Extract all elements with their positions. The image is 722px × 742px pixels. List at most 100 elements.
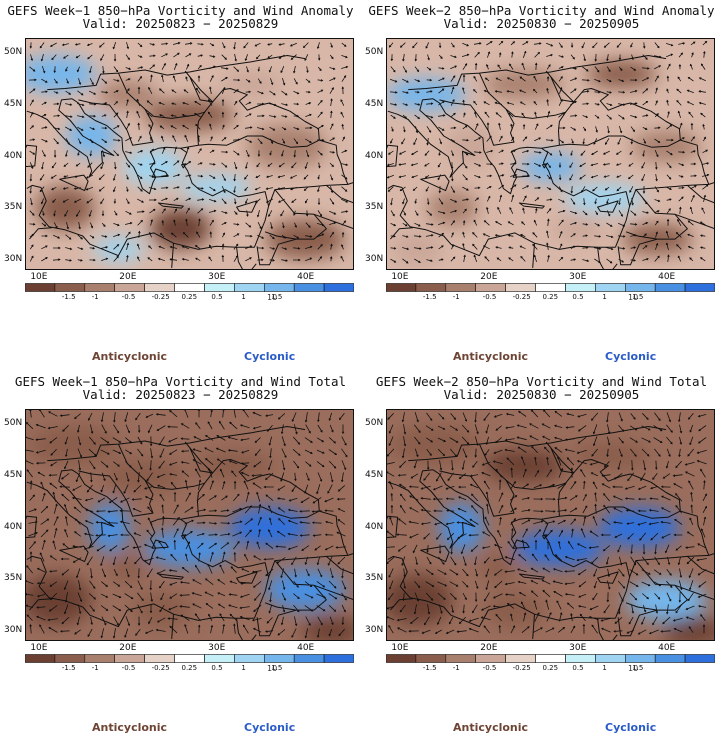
wind-vector <box>291 162 297 169</box>
wind-vector <box>450 220 455 226</box>
wind-vector <box>401 556 406 567</box>
wind-vector <box>41 257 48 262</box>
wind-vector <box>690 150 696 153</box>
vorticity-region <box>97 80 158 109</box>
wind-vector <box>149 136 153 142</box>
wind-vector <box>508 257 514 262</box>
wind-vector <box>148 187 157 191</box>
wind-vector <box>143 543 154 549</box>
wind-vector <box>414 198 417 204</box>
wind-vector <box>618 258 625 263</box>
wind-vector <box>98 174 105 180</box>
wind-vector <box>53 222 58 229</box>
wind-vector <box>291 198 297 203</box>
wind-vector <box>462 593 467 601</box>
wind-vector <box>317 233 325 238</box>
wind-vector <box>438 114 446 117</box>
wind-vector <box>205 578 214 586</box>
wind-vector <box>570 221 578 225</box>
latitude-label: 30N <box>365 624 384 635</box>
wind-vector <box>161 53 168 58</box>
wind-vector <box>423 533 430 540</box>
coastline <box>71 469 181 566</box>
wind-vector <box>618 114 625 120</box>
wind-vector <box>630 556 636 566</box>
wind-vector <box>293 210 296 216</box>
wind-vector <box>169 245 177 249</box>
colorbar-swatch <box>54 654 86 663</box>
wind-vector <box>510 173 518 177</box>
wind-vector <box>474 424 479 435</box>
wind-vector <box>77 150 80 156</box>
wind-vector <box>89 78 94 86</box>
wind-vector <box>245 113 252 118</box>
wind-vector <box>546 208 552 214</box>
wind-vector <box>77 247 84 250</box>
wind-vector <box>579 162 586 167</box>
wind-vector <box>521 174 530 178</box>
wind-vector <box>606 103 613 106</box>
wind-vector <box>511 194 515 203</box>
wind-vector <box>232 507 242 513</box>
wind-vector <box>473 219 478 226</box>
colorbar-tick-label: -0.5 <box>121 293 136 301</box>
wind-vector <box>193 436 202 441</box>
wind-vector <box>327 556 333 566</box>
wind-vector <box>64 503 69 514</box>
wind-vector <box>179 594 190 597</box>
wind-vector <box>595 210 598 216</box>
wind-vector <box>64 592 68 603</box>
wind-vector <box>329 198 335 205</box>
wind-vector <box>125 424 131 434</box>
wind-vector <box>509 206 514 214</box>
wind-vector <box>221 98 225 106</box>
wind-vector <box>462 162 468 169</box>
wind-vector <box>386 605 395 610</box>
wind-vector <box>245 257 252 262</box>
wind-vector <box>113 244 120 250</box>
coastline <box>541 518 631 619</box>
wind-vector <box>221 186 226 194</box>
vorticity-region <box>427 190 478 227</box>
wind-vector <box>174 146 178 154</box>
wind-vector <box>41 539 46 550</box>
wind-vector <box>143 557 154 562</box>
wind-vector <box>293 127 300 131</box>
wind-vector <box>642 211 649 214</box>
wind-vector <box>317 412 320 423</box>
vorticity-region <box>193 450 274 481</box>
wind-vector <box>655 87 658 94</box>
wind-vector <box>229 613 238 622</box>
wind-vector <box>421 629 431 634</box>
wind-vector <box>510 480 516 490</box>
wind-vector <box>650 532 659 541</box>
wind-vector <box>169 473 178 476</box>
wind-vector <box>582 210 588 216</box>
wind-vector <box>137 150 144 153</box>
wind-vector <box>101 91 109 94</box>
wind-vector <box>618 222 626 227</box>
wind-vector <box>510 507 517 513</box>
vector-reference: 10 <box>628 664 639 673</box>
wind-vector <box>124 604 133 613</box>
wind-vector <box>462 186 469 191</box>
wind-vector <box>661 495 671 501</box>
coastline <box>390 227 413 240</box>
wind-vector <box>100 628 104 639</box>
wind-vector <box>316 593 327 599</box>
wind-vector <box>450 162 454 170</box>
wind-vector <box>401 448 405 459</box>
wind-vector <box>160 232 165 238</box>
wind-vector <box>208 533 218 536</box>
wind-vector <box>150 448 154 459</box>
wind-vector <box>281 115 288 118</box>
wind-vector <box>437 174 442 181</box>
vorticity-region <box>483 69 564 100</box>
wind-vector <box>530 567 539 573</box>
wind-vector <box>437 211 446 215</box>
wind-vector <box>246 66 249 73</box>
wind-vector <box>701 63 706 70</box>
vorticity-region <box>572 441 653 470</box>
wind-vector <box>388 568 394 578</box>
wind-vector <box>439 460 443 471</box>
